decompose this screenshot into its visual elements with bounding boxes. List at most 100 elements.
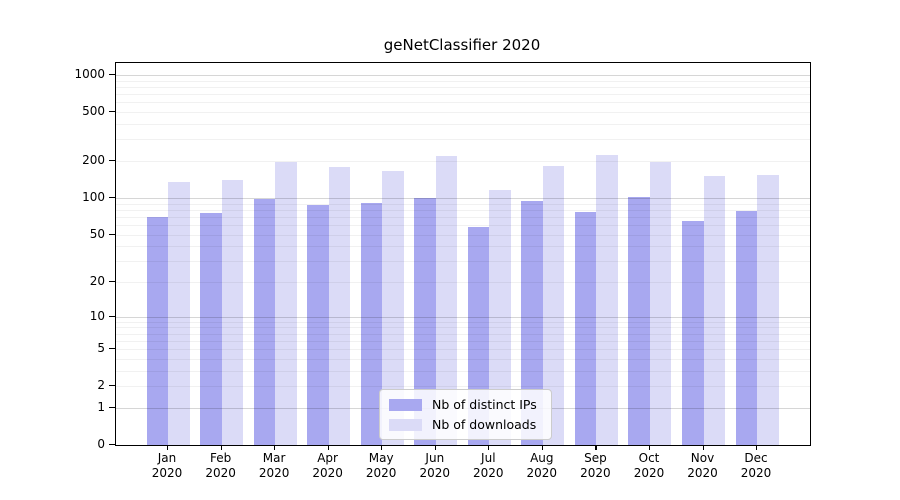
y-tick-mark-1000: [109, 74, 115, 76]
y-tick-mark-200: [109, 160, 115, 162]
y-tick-label-5: 5: [97, 341, 105, 356]
y-tick-label-2: 2: [97, 378, 105, 393]
y-tick-mark-1: [109, 406, 115, 409]
bar-downloads-mar: [275, 162, 297, 445]
bar-downloads-dec: [757, 174, 779, 445]
x-tick-mark-mar: [274, 445, 276, 450]
bar-downloads-feb: [221, 180, 244, 445]
bar-downloads-oct: [649, 162, 672, 445]
y-tick-mark-500: [109, 111, 115, 113]
y-tick-label-1000: 1000: [74, 67, 105, 81]
legend-label: Nb of downloads: [432, 417, 537, 432]
legend: Nb of distinct IPs Nb of downloads: [379, 389, 552, 440]
bar-downloads-aug: [542, 166, 565, 445]
gridline-800: [116, 87, 810, 88]
gridline-9: [116, 321, 810, 323]
bar-ips-may: [360, 203, 383, 445]
gridline-700: [116, 94, 810, 96]
x-tick-mark-dec: [756, 445, 758, 450]
x-tick-label-may: May 2020: [365, 451, 397, 480]
gridline-50: [116, 234, 810, 236]
gridline-20: [116, 282, 810, 283]
bar-ips-sep: [574, 211, 597, 445]
y-tick-mark-50: [109, 233, 115, 235]
legend-swatch-distinct-ips: [389, 398, 422, 411]
y-tick-label-1: 1: [97, 399, 105, 414]
gridline-10: [116, 316, 810, 318]
gridline-300: [116, 139, 810, 141]
x-tick-mark-jun: [434, 445, 436, 450]
y-tick-label-100: 100: [82, 189, 105, 204]
y-tick-mark-100: [109, 196, 115, 199]
bar-downloads-jun: [435, 155, 458, 445]
x-tick-mark-feb: [220, 445, 222, 450]
gridline-40: [116, 246, 810, 248]
bar-downloads-may: [382, 171, 404, 445]
gridline-3: [116, 370, 810, 372]
bar-ips-oct: [628, 197, 650, 445]
x-tick-label-jul: Jul 2020: [473, 451, 504, 480]
plot-area: Nb of distinct IPs Nb of downloads: [115, 62, 811, 446]
y-tick-mark-10: [109, 315, 115, 317]
y-tick-label-50: 50: [89, 226, 105, 241]
gridline-30: [116, 261, 810, 263]
gridline-500: [116, 112, 810, 114]
x-tick-mark-may: [381, 445, 383, 450]
bar-ips-dec: [735, 211, 758, 445]
bar-ips-jun: [414, 197, 436, 445]
gridline-70: [116, 216, 810, 218]
gridline-6: [116, 340, 810, 342]
x-tick-label-jan: Jan 2020: [151, 451, 183, 480]
legend-label: Nb of distinct IPs: [432, 397, 537, 412]
legend-item-distinct-ips: Nb of distinct IPs: [389, 397, 537, 412]
x-tick-label-mar: Mar 2020: [258, 451, 290, 480]
gridline-8: [116, 327, 810, 329]
x-tick-mark-nov: [702, 445, 704, 450]
x-tick-label-nov: Nov 2020: [687, 451, 718, 480]
gridline-100: [116, 197, 810, 199]
x-tick-label-oct: Oct 2020: [633, 451, 665, 480]
gridline-60: [116, 224, 810, 226]
gridline-600: [116, 102, 810, 104]
y-tick-mark-20: [109, 281, 115, 283]
bar-downloads-nov: [703, 175, 725, 445]
bar-ips-aug: [521, 200, 543, 445]
bar-downloads-jul: [489, 189, 511, 445]
x-tick-mark-jan: [167, 445, 169, 450]
gridline-2: [116, 386, 810, 388]
x-tick-label-sep: Sep 2020: [580, 451, 611, 480]
x-tick-label-dec: Dec 2020: [740, 451, 772, 480]
x-tick-label-jun: Jun 2020: [419, 451, 451, 480]
bar-downloads-sep: [596, 155, 618, 445]
y-tick-mark-5: [109, 348, 115, 350]
gridline-80: [116, 209, 810, 211]
legend-swatch-downloads: [389, 418, 422, 431]
gridline-4: [116, 358, 810, 360]
gridline-400: [116, 124, 810, 125]
gridline-1000: [116, 75, 810, 76]
y-tick-label-500: 500: [82, 104, 105, 119]
bar-ips-mar: [253, 199, 276, 445]
x-tick-mark-apr: [327, 445, 329, 450]
x-tick-mark-jul: [488, 445, 490, 450]
bar-ips-feb: [200, 213, 222, 445]
x-tick-mark-oct: [649, 445, 651, 450]
bar-downloads-apr: [328, 167, 351, 445]
gridline-200: [116, 161, 810, 162]
y-tick-mark-0: [109, 444, 115, 446]
bar-downloads-jan: [168, 182, 190, 445]
x-tick-label-apr: Apr 2020: [312, 451, 343, 480]
bar-ips-jan: [146, 216, 168, 445]
y-tick-mark-2: [109, 385, 115, 387]
x-tick-mark-aug: [541, 445, 543, 450]
x-tick-label-aug: Aug 2020: [526, 451, 558, 480]
gridline-5: [116, 349, 810, 351]
gridline-900: [116, 80, 810, 82]
legend-item-downloads: Nb of downloads: [389, 417, 537, 432]
y-tick-label-20: 20: [89, 274, 105, 288]
bar-ips-apr: [307, 205, 329, 445]
chart-title: geNetClassifier 2020: [383, 36, 541, 54]
gridline-7: [116, 333, 810, 335]
y-tick-label-10: 10: [89, 308, 105, 323]
